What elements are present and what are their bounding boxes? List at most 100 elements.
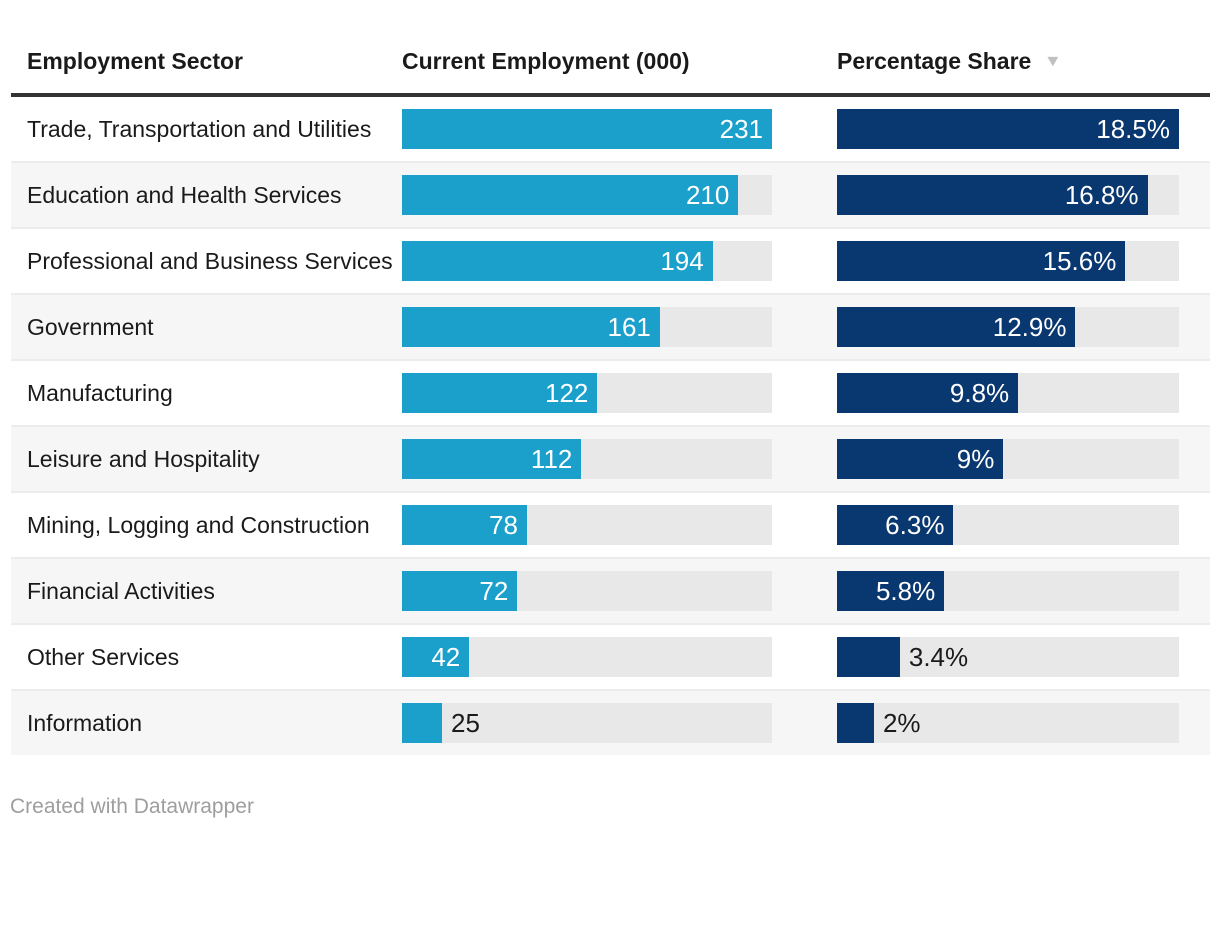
sector-label: Information: [27, 710, 143, 736]
employment-bar: 25: [402, 703, 443, 743]
sort-descending-icon[interactable]: ▼: [1044, 52, 1063, 70]
employment-value-label: 112: [530, 444, 573, 474]
employment-cell: 72 72: [402, 571, 772, 611]
share-bar-track: 12.9% 12.9%: [837, 307, 1179, 347]
table-row: Financial Activities 72 72 5.8% 5.: [11, 557, 1210, 623]
employment-bar-track: 161 161: [402, 307, 772, 347]
share-bar-track: 18.5% 18.5%: [837, 109, 1179, 149]
employment-value-label: 161: [607, 312, 651, 342]
sector-label: Trade, Transportation and Utilities: [27, 116, 372, 142]
share-bar-track: 2% 2%: [837, 703, 1179, 743]
share-cell: 9% 9%: [837, 439, 1179, 479]
share-value-label: 2%: [882, 708, 921, 738]
share-bar-track: 3.4% 3.4%: [837, 637, 1179, 677]
sector-label: Other Services: [27, 644, 180, 670]
share-bar: 18.5%: [837, 109, 1179, 149]
column-header-percentage-share-label: Percentage Share: [837, 47, 1032, 74]
table-row: Information 25 25 2% 2%: [11, 689, 1210, 755]
table-row: Trade, Transportation and Utilities 231 …: [11, 97, 1210, 161]
column-header-percentage-share[interactable]: Percentage Share ▼: [837, 48, 1179, 76]
employment-value-label: 42: [431, 642, 461, 672]
table-body: Trade, Transportation and Utilities 231 …: [11, 97, 1210, 755]
share-value-label: 18.5%: [1096, 114, 1170, 144]
share-bar: 3.4%: [837, 637, 900, 677]
share-value-label: 9%: [956, 444, 995, 474]
employment-bar: 72: [402, 571, 518, 611]
employment-cell: 42 42: [402, 637, 772, 677]
share-bar: 2%: [837, 703, 874, 743]
table-row: Leisure and Hospitality 112 112 9%: [11, 425, 1210, 491]
employment-bar: 231: [402, 109, 772, 149]
table-row: Government 161 161 12.9% 12.9%: [11, 293, 1210, 359]
employment-table: Employment Sector Current Employment (00…: [11, 30, 1210, 755]
share-cell: 9.8% 9.8%: [837, 373, 1179, 413]
employment-bar-track: 42 42: [402, 637, 772, 677]
employment-bar: 42: [402, 637, 470, 677]
sector-label: Professional and Business Services: [27, 248, 393, 274]
employment-bar-track: 25 25: [402, 703, 772, 743]
employment-cell: 210 210: [402, 175, 772, 215]
sector-label: Manufacturing: [27, 380, 173, 406]
share-cell: 2% 2%: [837, 703, 1179, 743]
share-bar-track: 9% 9%: [837, 439, 1179, 479]
share-cell: 12.9% 12.9%: [837, 307, 1179, 347]
employment-value-label: 231: [719, 114, 763, 144]
employment-value-label: 122: [545, 378, 589, 408]
share-value-label: 6.3%: [885, 510, 945, 540]
employment-bar-track: 231 231: [402, 109, 772, 149]
sector-label: Education and Health Services: [27, 182, 342, 208]
employment-bar-track: 122 122: [402, 373, 772, 413]
share-bar-track: 9.8% 9.8%: [837, 373, 1179, 413]
employment-value-label: 25: [451, 708, 480, 738]
share-bar: 5.8%: [837, 571, 945, 611]
employment-cell: 25 25: [402, 703, 772, 743]
share-cell: 18.5% 18.5%: [837, 109, 1179, 149]
employment-bar: 161: [402, 307, 660, 347]
table-header-row: Employment Sector Current Employment (00…: [11, 30, 1210, 97]
employment-value-label: 78: [489, 510, 518, 540]
employment-bar-track: 210 210: [402, 175, 772, 215]
share-cell: 3.4% 3.4%: [837, 637, 1179, 677]
employment-bar-track: 72 72: [402, 571, 772, 611]
share-bar: 9%: [837, 439, 1004, 479]
table-row: Other Services 42 42 3.4% 3.4%: [11, 623, 1210, 689]
table-row: Education and Health Services 210 210 16…: [11, 161, 1210, 227]
share-bar-track: 16.8% 16.8%: [837, 175, 1179, 215]
employment-value-label: 210: [685, 180, 730, 210]
share-value-label: 5.8%: [875, 576, 936, 606]
share-bar: 16.8%: [837, 175, 1148, 215]
employment-value-label: 194: [660, 246, 704, 276]
employment-bar: 210: [402, 175, 739, 215]
employment-bar: 78: [402, 505, 527, 545]
employment-cell: 112 112: [402, 439, 772, 479]
employment-cell: 161 161: [402, 307, 772, 347]
column-header-employment-sector[interactable]: Employment Sector: [27, 47, 243, 74]
share-value-label: 15.6%: [1042, 246, 1117, 276]
share-bar: 12.9%: [837, 307, 1076, 347]
employment-cell: 194 194: [402, 241, 772, 281]
column-header-current-employment[interactable]: Current Employment (000): [402, 47, 690, 74]
table-row: Mining, Logging and Construction 78 78 6…: [11, 491, 1210, 557]
share-value-label: 9.8%: [949, 378, 1010, 408]
datawrapper-attribution: Created with Datawrapper: [10, 795, 254, 818]
share-cell: 16.8% 16.8%: [837, 175, 1179, 215]
share-value-label: 3.4%: [908, 642, 969, 672]
employment-cell: 78 78: [402, 505, 772, 545]
sector-label: Financial Activities: [27, 578, 215, 604]
share-cell: 6.3% 6.3%: [837, 505, 1179, 545]
employment-value-label: 72: [479, 576, 509, 606]
sector-label: Government: [27, 314, 154, 340]
table-row: Professional and Business Services 194 1…: [11, 227, 1210, 293]
share-bar: 9.8%: [837, 373, 1019, 413]
employment-bar: 194: [402, 241, 713, 281]
sector-label: Leisure and Hospitality: [27, 446, 260, 472]
employment-bar-track: 112 112: [402, 439, 772, 479]
share-bar: 6.3%: [837, 505, 954, 545]
share-bar-track: 5.8% 5.8%: [837, 571, 1179, 611]
share-cell: 5.8% 5.8%: [837, 571, 1179, 611]
table-row: Manufacturing 122 122 9.8% 9.8%: [11, 359, 1210, 425]
employment-cell: 231 231: [402, 109, 772, 149]
employment-bar: 122: [402, 373, 598, 413]
sector-label: Mining, Logging and Construction: [27, 512, 370, 538]
